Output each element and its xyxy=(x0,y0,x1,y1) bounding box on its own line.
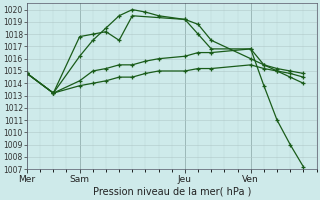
X-axis label: Pression niveau de la mer( hPa ): Pression niveau de la mer( hPa ) xyxy=(92,187,251,197)
